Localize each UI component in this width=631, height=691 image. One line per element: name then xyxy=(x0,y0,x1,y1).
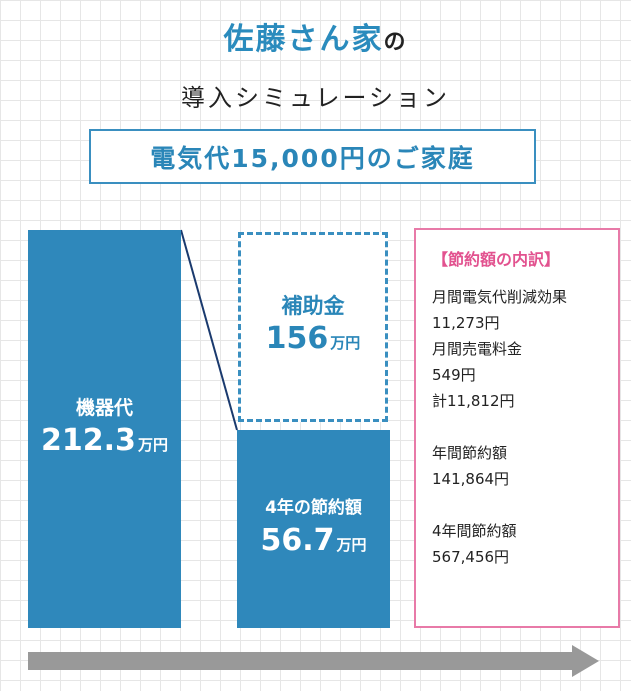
savings-breakdown: 【節約額の内訳】 月間電気代削減効果 11,273円 月間売電料金 549円 計… xyxy=(414,228,620,628)
breakdown-line: 4年間節約額 xyxy=(432,522,517,540)
condition-box: 電気代15,000円のご家庭 xyxy=(89,129,536,184)
breakdown-line: 549円 xyxy=(432,366,476,384)
breakdown-line: 11,273円 xyxy=(432,314,500,332)
title-name: 佐藤さん家 xyxy=(223,22,384,57)
condition-text: 電気代15,000円のご家庭 xyxy=(150,143,475,173)
timeline-arrow-body xyxy=(28,652,574,670)
connector-line-segment xyxy=(180,229,238,431)
subsidy-label: 補助金 xyxy=(281,294,345,318)
savings-unit: 万円 xyxy=(336,536,367,554)
savings-bar: 4年の節約額 56.7 万円 xyxy=(237,430,390,628)
savings-value: 56.7 xyxy=(260,523,335,558)
subsidy-unit: 万円 xyxy=(330,334,361,352)
breakdown-line: 月間電気代削減効果 xyxy=(432,288,568,306)
timeline-arrow-icon xyxy=(572,645,599,677)
equipment-label: 機器代 xyxy=(75,397,133,419)
breakdown-line: 567,456円 xyxy=(432,548,510,566)
savings-value-row: 56.7 万円 xyxy=(260,522,366,564)
subsidy-value-row: 156 万円 xyxy=(266,320,361,362)
page-subtitle: 導入シミュレーション xyxy=(180,84,451,112)
equipment-unit: 万円 xyxy=(137,436,168,454)
title-suffix: の xyxy=(383,30,408,55)
savings-label: 4年の節約額 xyxy=(265,498,362,518)
equipment-value-row: 212.3 万円 xyxy=(41,422,168,464)
breakdown-line: 141,864円 xyxy=(432,470,510,488)
breakdown-line: 計11,812円 xyxy=(432,392,515,410)
subsidy-value: 156 xyxy=(265,321,329,356)
breakdown-line: 年間節約額 xyxy=(432,444,508,462)
breakdown-line: 月間売電料金 xyxy=(432,340,523,358)
breakdown-title: 【節約額の内訳】 xyxy=(432,250,561,269)
breakdown-spacer xyxy=(432,414,608,440)
equipment-value: 212.3 xyxy=(41,423,136,458)
equipment-cost-bar: 機器代 212.3 万円 xyxy=(28,230,181,628)
subsidy-box: 補助金 156 万円 xyxy=(238,232,388,422)
breakdown-spacer xyxy=(432,492,608,518)
page-title: 佐藤さん家の xyxy=(0,14,631,58)
